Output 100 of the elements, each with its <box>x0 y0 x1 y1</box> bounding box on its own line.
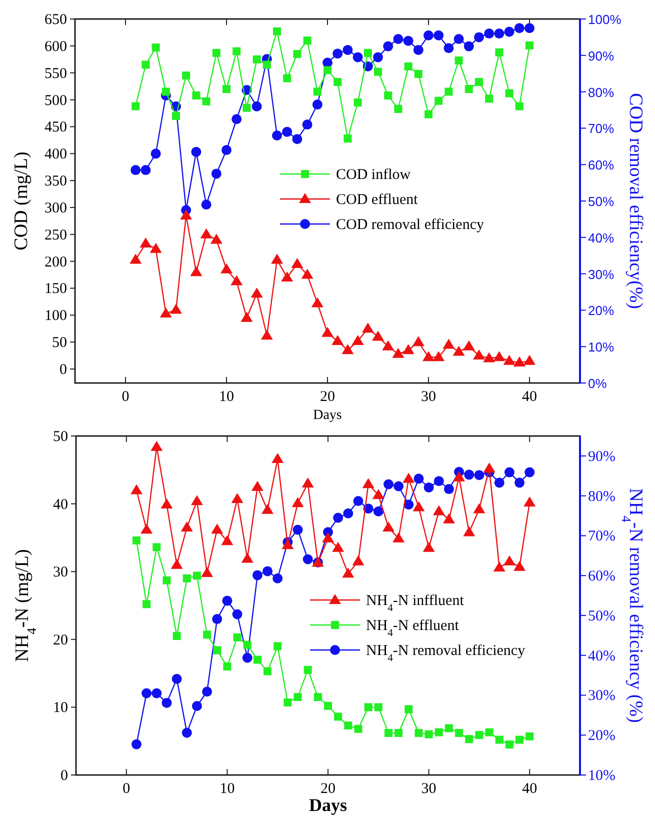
point <box>233 633 242 642</box>
point <box>473 350 485 360</box>
x-tick-label: 10 <box>219 389 234 405</box>
point <box>302 554 313 564</box>
y-tick-label: 500 <box>44 92 67 109</box>
point <box>464 470 474 480</box>
point <box>192 701 202 712</box>
point <box>200 228 212 238</box>
point <box>160 308 172 318</box>
point <box>282 126 292 137</box>
point <box>493 351 506 362</box>
point <box>140 238 152 248</box>
point <box>322 326 334 337</box>
point <box>352 52 363 62</box>
point <box>240 312 253 322</box>
point <box>364 703 372 712</box>
point <box>252 570 262 580</box>
y-tick-label: 350 <box>44 174 67 190</box>
point <box>394 104 402 113</box>
y-tick-label: 10 <box>53 700 68 716</box>
point <box>344 722 352 730</box>
point <box>432 351 445 362</box>
point <box>192 572 201 580</box>
y-tick-label: 40 <box>53 496 68 513</box>
y-tick-label: 20 <box>53 632 68 648</box>
point <box>294 693 302 702</box>
point <box>241 552 254 563</box>
point <box>524 23 534 34</box>
point <box>202 97 210 106</box>
point <box>242 104 251 112</box>
y2-tick-label: 80% <box>588 84 614 100</box>
point <box>434 30 444 40</box>
point <box>422 351 434 362</box>
legend-label: NH$_{4}$-N inffluent <box>366 593 465 614</box>
y-tick-label: 400 <box>44 146 67 163</box>
point <box>250 288 263 298</box>
point <box>130 254 142 264</box>
point <box>464 41 474 52</box>
point <box>334 78 342 86</box>
point <box>513 356 526 367</box>
point <box>373 52 383 62</box>
point <box>414 70 422 78</box>
point <box>373 506 384 516</box>
point <box>162 576 171 584</box>
point <box>253 656 262 664</box>
point <box>232 47 241 56</box>
point <box>203 630 212 639</box>
point <box>434 728 443 736</box>
point <box>453 471 466 482</box>
point <box>372 488 384 499</box>
point <box>364 48 372 57</box>
point <box>526 732 534 740</box>
point <box>432 505 445 516</box>
point <box>211 524 224 534</box>
point <box>473 503 486 514</box>
point <box>382 340 394 350</box>
point <box>180 522 193 532</box>
point <box>140 524 153 534</box>
y-tick-label: 200 <box>44 254 67 270</box>
point <box>190 495 203 506</box>
point <box>384 728 392 737</box>
point <box>191 146 202 157</box>
x-tick-label: 40 <box>522 781 538 797</box>
point <box>392 532 405 542</box>
point <box>304 666 312 674</box>
point <box>150 148 161 159</box>
point <box>343 508 354 518</box>
point <box>504 26 514 37</box>
y2-tick-label: 20% <box>588 303 614 318</box>
point <box>342 44 353 55</box>
point <box>434 96 443 105</box>
point <box>324 66 332 74</box>
point <box>424 30 434 40</box>
point <box>383 479 394 490</box>
point <box>170 558 183 569</box>
point <box>242 652 252 663</box>
point <box>394 481 404 492</box>
y2-tick-label: 10% <box>588 768 616 784</box>
point <box>352 335 364 345</box>
point <box>442 338 455 349</box>
legend-label: COD effluent <box>336 192 419 208</box>
point <box>271 254 283 264</box>
point <box>505 740 514 748</box>
y-tick-label: 650 <box>44 12 67 28</box>
point <box>150 242 162 253</box>
y2-tick-label: 50% <box>588 194 614 209</box>
y2-tick-label: 10% <box>588 340 614 355</box>
y2-tick-label: 40% <box>588 230 614 246</box>
y2-tick-label: 70% <box>588 528 616 545</box>
point <box>353 496 364 506</box>
point <box>485 728 494 736</box>
point <box>524 467 535 478</box>
point <box>274 642 282 650</box>
point <box>252 101 262 112</box>
y2-axis-title: COD removal efficiency(%) <box>625 93 646 309</box>
point <box>162 88 170 96</box>
y-tick-label: 0 <box>60 362 67 378</box>
point <box>301 268 314 279</box>
point <box>201 200 212 210</box>
point <box>231 493 244 504</box>
